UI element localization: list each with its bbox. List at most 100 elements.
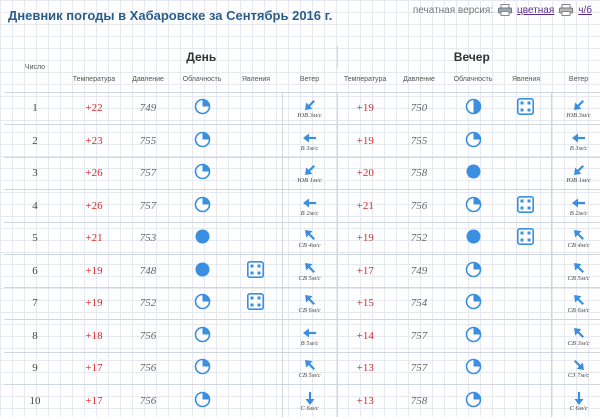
temperature-value: +18 [85,329,103,342]
cloudiness-cell [174,190,230,223]
table-row: 4 +26 757 В 2м/с +21 756 В 2м/с [4,189,600,223]
cloudiness-cell [445,92,501,125]
wind-speed: 1м/с [309,177,322,184]
pressure-value: 756 [139,362,157,375]
wind-speed: 2м/с [306,209,319,217]
temperature-value: +17 [85,362,103,375]
pressure-value: 758 [410,167,428,180]
wind-label: В 3м/с [570,144,588,153]
pressure-value: 749 [410,264,428,277]
day-number: 10 [29,394,41,407]
cloud-quarter-icon [465,326,482,346]
temperature-value: +19 [356,102,374,115]
temperature-value: +23 [85,134,103,147]
temperature-value: +17 [85,394,103,407]
bw-version-link[interactable]: ч/б [578,4,592,16]
wind-cell: В 2м/с [281,189,338,223]
temperature-value: +17 [356,264,374,277]
rain-dots-icon [517,98,535,118]
cloudiness-header: Облачность [174,68,230,93]
wind-direction: В [569,209,574,217]
weather-table: День Вечер Число Температура Давление Об… [4,46,600,417]
temperature-value: +20 [356,167,374,180]
wind-arrow-icon [570,358,588,372]
phenomena-cell [230,125,282,158]
phenomena-cell [501,92,551,125]
wind-cell: СВ 5м/с [281,254,338,288]
printer-icon [559,4,574,16]
cloud-quarter-icon [194,131,211,151]
table-row: 7 +19 752 СВ 6м/с +15 754 СВ 6м/с [4,286,600,320]
table-row: 5 +21 753 СВ 4м/с +19 752 СВ 4м/с [4,221,600,255]
wind-speed: 6м/с [308,307,321,314]
wind-cell: СВ 6м/с [550,286,600,320]
wind-cell: В 3м/с [550,124,600,158]
table-row: 9 +17 756 СВ 5м/с +13 757 СЗ 7м/с [4,351,600,385]
wind-label: СВ 5м/с [299,372,321,380]
temperature-value: +13 [356,362,374,375]
wind-cell: ЮВ 1м/с [281,156,338,190]
wind-label: В 3м/с [301,145,319,153]
cloudiness-header: Облачность [445,68,502,93]
color-version-link[interactable]: цветная [517,4,555,16]
cloud-quarter-icon [465,261,482,281]
cloud-quarter-icon [194,293,211,313]
cloud-full-icon [465,228,482,248]
wind-label: СВ 3м/с [568,340,590,348]
wind-direction: СВ [298,242,307,249]
cloudiness-cell [174,222,230,255]
wind-cell: СВ 3м/с [550,319,600,353]
wind-label: СВ 6м/с [568,307,590,315]
temperature-value: +19 [356,134,374,147]
table-row: 3 +26 757 ЮВ 1м/с +20 758 ЮВ 1м/с [4,156,600,190]
cloudiness-cell [445,255,501,288]
phenomena-cell [230,385,282,417]
pressure-value: 752 [410,232,428,245]
wind-label: ЮВ 3м/с [297,112,321,120]
pressure-value: 753 [139,232,157,245]
wind-label: СЗ 7м/с [567,372,589,380]
cloudiness-cell [174,92,230,125]
wind-speed: 5м/с [308,372,321,379]
wind-cell: СЗ 7м/с [550,351,600,385]
cloudiness-cell [445,190,501,223]
cloud-quarter-icon [465,196,482,216]
wind-direction: СВ [298,274,307,282]
pressure-value: 757 [410,329,428,342]
pressure-value: 756 [139,329,157,342]
wind-direction: В [300,339,305,347]
temperature-value: +19 [85,264,103,277]
wind-speed: 6м/с [575,404,588,412]
wind-direction: С [569,404,574,412]
wind-direction: СЗ [567,372,576,379]
wind-label: С 6м/с [300,404,319,413]
wind-arrow-icon [570,391,588,405]
phenomena-cell [501,255,551,288]
wind-arrow-icon [301,163,319,177]
printer-icon [498,4,513,16]
temperature-header: Температура [66,68,122,93]
temperature-header: Температура [337,68,394,93]
temperature-value: +21 [356,199,374,212]
phenomena-cell [501,190,551,223]
phenomena-cell [230,92,282,125]
cloud-quarter-icon [465,293,482,313]
wind-label: СВ 5м/с [298,274,321,283]
wind-speed: 3м/с [578,112,591,119]
cloudiness-cell [174,320,230,353]
wind-label: ЮВ 1м/с [297,177,322,185]
day-number: 4 [32,199,38,212]
wind-arrow-icon [570,261,588,275]
cloud-full-icon [465,163,482,183]
cloudiness-cell [445,157,501,190]
day-number: 5 [32,232,38,245]
cloudiness-cell [174,352,230,385]
wind-speed: 3м/с [575,144,588,152]
wind-arrow-icon [570,326,588,340]
wind-label: В 2м/с [301,209,319,218]
wind-speed: 6м/с [306,404,319,412]
temperature-value: +14 [356,329,374,342]
pressure-value: 750 [410,102,428,115]
cloudiness-cell [445,287,501,320]
wind-speed: 5м/с [306,339,319,347]
